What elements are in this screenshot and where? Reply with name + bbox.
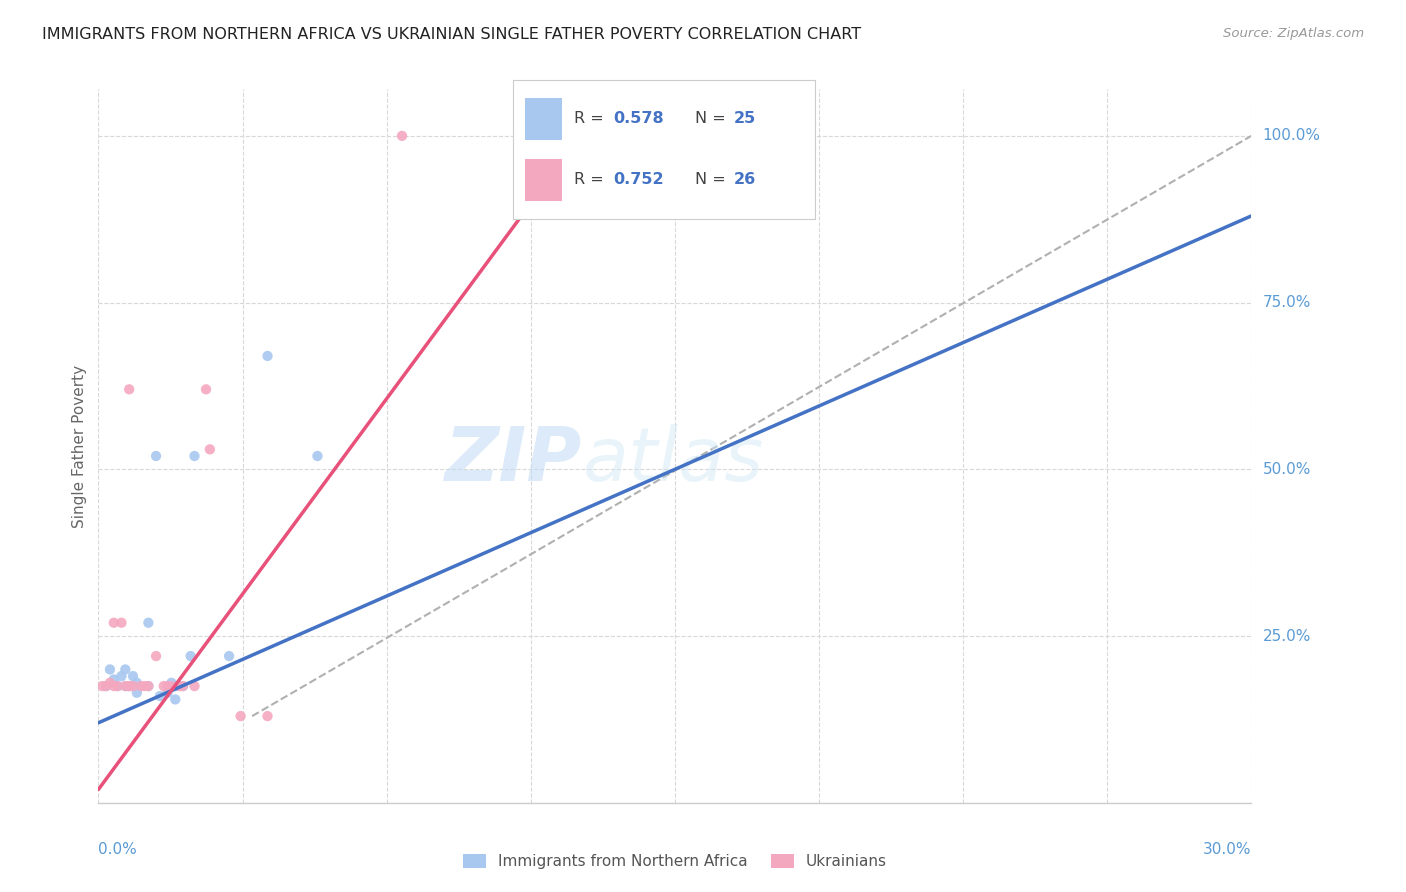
Text: ZIP: ZIP [446, 424, 582, 497]
Text: 50.0%: 50.0% [1263, 462, 1310, 477]
Bar [526, 98, 561, 140]
Legend: Immigrants from Northern Africa, Ukrainians: Immigrants from Northern Africa, Ukraini… [457, 848, 893, 875]
Point [145, 449, 167, 463]
Point [138, 679, 160, 693]
Point [103, 673, 125, 687]
Point [107, 679, 129, 693]
Point [152, 679, 174, 693]
Point [91, 679, 114, 693]
Point [118, 679, 141, 693]
Point [98, 675, 121, 690]
Point [107, 679, 129, 693]
Text: R =: R = [574, 172, 609, 187]
Point [138, 615, 160, 630]
Point [198, 442, 221, 457]
Point [94, 679, 117, 693]
Point [165, 679, 187, 693]
Point [307, 449, 329, 463]
Point [114, 679, 136, 693]
Text: 100.0%: 100.0% [1263, 128, 1320, 144]
Point [125, 675, 148, 690]
Point [156, 686, 179, 700]
Point [172, 679, 194, 693]
Point [129, 679, 152, 693]
Point [256, 709, 278, 723]
Text: 0.578: 0.578 [613, 112, 664, 127]
Point [391, 128, 413, 143]
Point [183, 449, 205, 463]
Point [94, 679, 117, 693]
Point [118, 679, 141, 693]
Point [180, 649, 202, 664]
Text: IMMIGRANTS FROM NORTHERN AFRICA VS UKRAINIAN SINGLE FATHER POVERTY CORRELATION C: IMMIGRANTS FROM NORTHERN AFRICA VS UKRAI… [42, 27, 862, 42]
Point [183, 679, 205, 693]
Point [256, 349, 278, 363]
Point [138, 679, 160, 693]
Point [156, 679, 179, 693]
Text: 0.0%: 0.0% [98, 842, 138, 856]
Point [98, 662, 121, 676]
Text: 25: 25 [734, 112, 756, 127]
Point [149, 689, 172, 703]
Point [160, 675, 183, 690]
Point [103, 679, 125, 693]
Text: N =: N = [695, 112, 731, 127]
Point [218, 649, 240, 664]
Point [229, 709, 252, 723]
Text: 26: 26 [734, 172, 756, 187]
Point [103, 615, 125, 630]
Text: 0.752: 0.752 [613, 172, 664, 187]
Bar [526, 159, 561, 201]
Point [118, 382, 141, 396]
Point [160, 679, 183, 693]
Text: N =: N = [695, 172, 731, 187]
Point [165, 692, 187, 706]
Text: 75.0%: 75.0% [1263, 295, 1310, 310]
Text: atlas: atlas [582, 425, 763, 496]
Point [125, 686, 148, 700]
Point [110, 669, 132, 683]
Point [195, 382, 218, 396]
Y-axis label: Single Father Poverty: Single Father Poverty [72, 365, 87, 527]
Point [134, 679, 156, 693]
Point [167, 679, 190, 693]
Point [110, 615, 132, 630]
Point [172, 679, 194, 693]
Text: 25.0%: 25.0% [1263, 629, 1310, 643]
Point [145, 649, 167, 664]
Text: Source: ZipAtlas.com: Source: ZipAtlas.com [1223, 27, 1364, 40]
Text: R =: R = [574, 112, 609, 127]
Text: 30.0%: 30.0% [1204, 842, 1251, 856]
Point [122, 669, 145, 683]
Point [114, 679, 136, 693]
Point [122, 679, 145, 693]
Point [114, 662, 136, 676]
